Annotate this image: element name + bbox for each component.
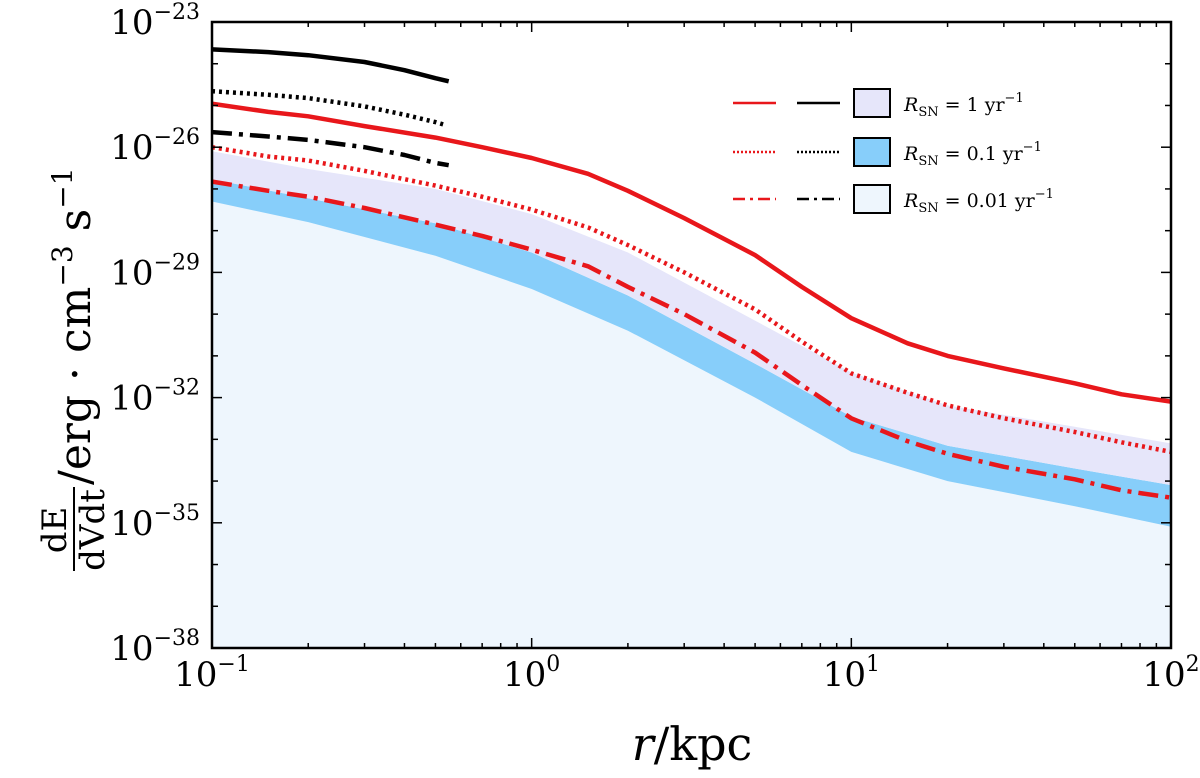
y-label-exp1: −3 [46,245,79,286]
x-axis-label: r/kpc [632,717,753,771]
series-line-3 [212,47,450,84]
x-tick-label-2: 101 [823,652,880,695]
y-tick-label-4: 10−35 [110,501,200,544]
series-line-1 [212,144,1171,455]
x-tick-label-3: 102 [1142,652,1199,695]
y-label-exp2: −1 [46,167,79,208]
legend-swatch-2 [853,184,891,214]
legend-label-0: RSN = 1 yr−1 [903,91,1024,120]
y-axis-label: dE dVdt /erg · cm−3 s−1 [35,167,113,571]
y-label-numerator: dE [35,507,75,554]
series-line-4 [212,88,445,127]
plot-frame [210,20,1173,650]
x-axis-var: r [632,717,657,771]
legend-swatch-1 [853,137,891,167]
y-label-mid: s [50,209,101,246]
band-layer [212,151,1171,648]
legend-label-2: RSN = 0.01 yr−1 [903,187,1054,216]
y-tick-label-0: 10−23 [110,0,200,43]
tick-label-layer: 10−1 100 101 102 10−23 10−26 10−29 10−32 10−35 10… [110,0,1199,695]
y-tick-label-5: 10−38 [110,626,200,669]
band-1 [212,179,1171,527]
y-tick-label-1: 10−26 [110,125,200,168]
series-line-0 [212,101,1171,404]
series-layer [212,47,1171,500]
series-line-2 [212,179,1171,500]
x-axis-sep: / [654,717,670,771]
tick-layer [211,21,1172,649]
y-label-denominator: dVdt [73,489,113,571]
legend-label-1: RSN = 0.1 yr−1 [903,140,1042,169]
band-0 [212,198,1171,648]
legend-swatch-0 [853,88,891,118]
series-line-5 [212,129,450,168]
y-label-unit: /erg · cm [50,287,101,485]
y-label-rest: /erg · cm−3 s−1 [46,167,101,485]
y-tick-label-3: 10−32 [110,376,200,419]
x-tick-label-1: 100 [503,652,560,695]
legend: RSN = 1 yr−1 RSN = 0.1 yr−1 RSN = 0.01 yr−… [733,88,1054,216]
y-tick-label-2: 10−29 [110,250,200,293]
x-axis-unit: kpc [669,717,752,771]
x-tick-label-0: 10−1 [174,652,250,695]
